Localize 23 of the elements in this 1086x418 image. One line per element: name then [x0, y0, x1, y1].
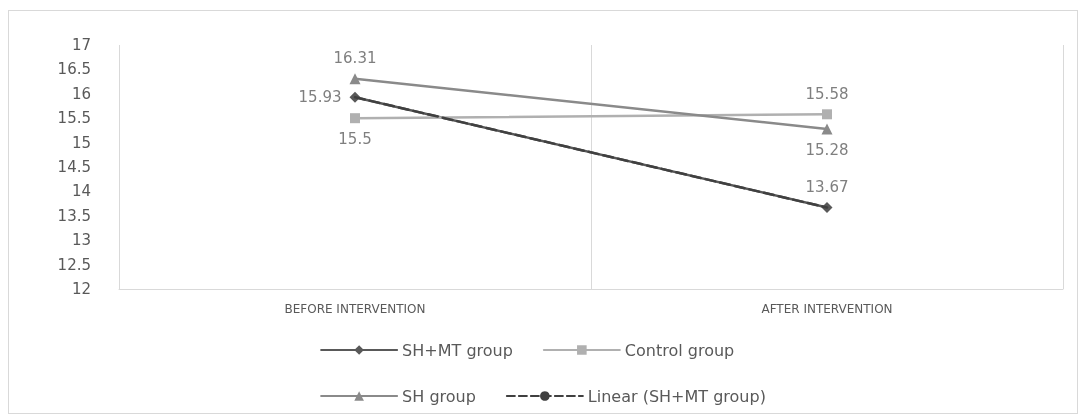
legend-label: SH+MT group: [402, 340, 513, 360]
data-label: 15.58: [805, 84, 849, 103]
y-tick-label: 13: [71, 231, 91, 250]
data-label: 15.93: [298, 88, 342, 107]
y-tick-label: 14: [71, 182, 91, 201]
data-label: 13.67: [805, 177, 849, 196]
y-tick-label: 16.5: [57, 60, 91, 79]
data-label: 15.5: [338, 129, 372, 148]
legend-label: Linear (SH+MT group): [587, 386, 766, 406]
legend-label: Control group: [624, 340, 735, 360]
data-label: 16.31: [333, 48, 377, 67]
y-tick-label: 13.5: [57, 206, 91, 225]
y-tick-label: 12: [71, 280, 91, 298]
y-tick-label: 15.5: [57, 109, 91, 128]
legend-label: SH group: [402, 386, 476, 406]
y-tick-label: 16: [71, 84, 91, 103]
y-tick-label: 14.5: [57, 158, 91, 176]
y-tick-label: 15: [71, 133, 91, 152]
x-tick-label: BEFORE INTERVENTION: [284, 302, 426, 316]
data-label: 15.28: [805, 140, 849, 159]
x-tick-label: AFTER INTERVENTION: [761, 302, 893, 316]
y-tick-label: 17: [71, 36, 91, 54]
y-tick-label: 12.5: [57, 255, 91, 274]
